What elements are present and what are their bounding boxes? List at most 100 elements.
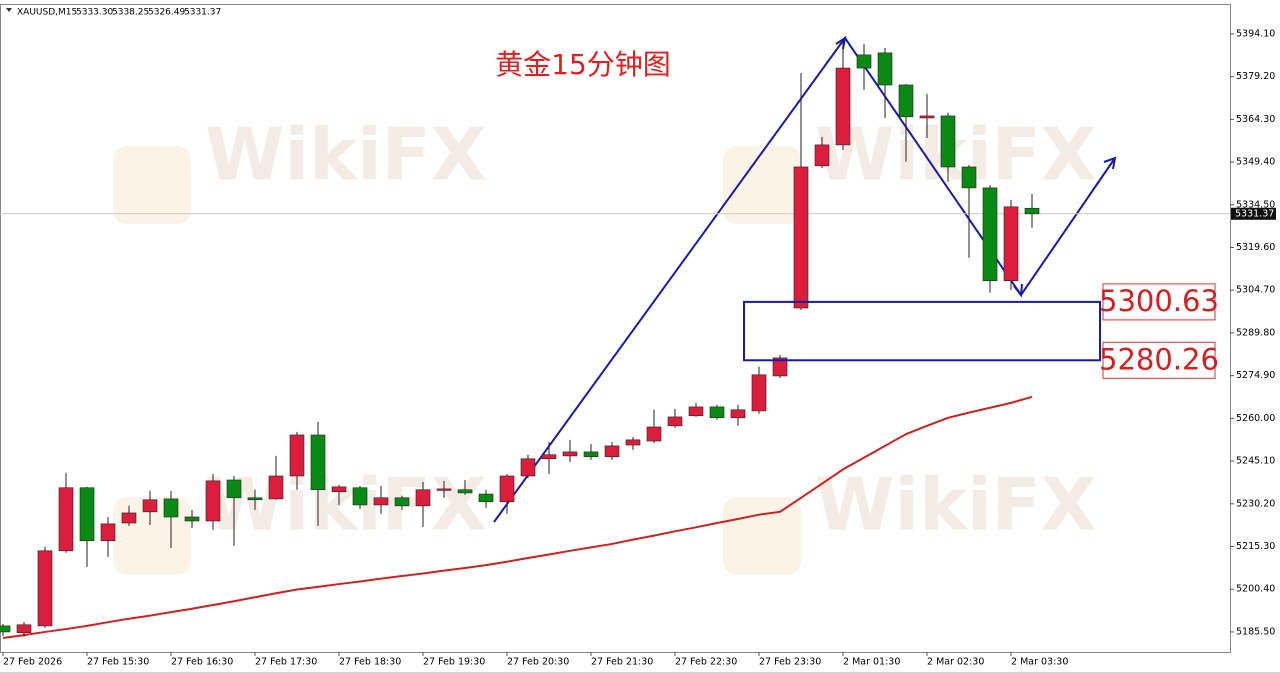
- candle-body: [436, 488, 452, 491]
- last-price-tag: [1231, 207, 1276, 220]
- candle-body: [625, 439, 641, 446]
- candle-body: [0, 625, 11, 633]
- y-tick-label: 5349.40: [1236, 157, 1275, 168]
- candle-body: [352, 487, 368, 506]
- candle-body: [163, 498, 179, 518]
- candle-body: [394, 497, 410, 507]
- x-tick-label: 2 Mar 02:30: [927, 657, 984, 668]
- x-tick-label: 27 Feb 20:30: [507, 657, 569, 668]
- candle-body: [562, 451, 578, 457]
- candle-body: [793, 166, 809, 309]
- candle-body: [688, 406, 704, 417]
- x-tick-label: 27 Feb 21:30: [591, 657, 653, 668]
- candle-body: [772, 357, 788, 377]
- watermark-logo: [723, 497, 801, 575]
- watermarks: WikiFX WikiFX WikiFX WikiFX: [113, 113, 1096, 575]
- support-zone: [743, 300, 1101, 362]
- y-tick-label: 5364.30: [1236, 114, 1275, 125]
- candle-body: [667, 416, 683, 427]
- header-high: 5338.25: [112, 8, 149, 18]
- arrow-path: [493, 36, 1116, 523]
- x-tick-label: 27 Feb 17:30: [255, 657, 317, 668]
- candle-body: [16, 624, 32, 634]
- plot-frame: [0, 4, 1231, 653]
- candle-body: [982, 187, 998, 282]
- x-tick-label: 2 Mar 01:30: [843, 657, 900, 668]
- watermark: WikiFX: [205, 463, 486, 547]
- candle-body: [877, 52, 893, 86]
- menu-icon[interactable]: [6, 8, 12, 12]
- candle-body: [121, 512, 137, 524]
- candle-body: [142, 499, 158, 513]
- x-tick-label: 27 Feb 16:30: [171, 657, 233, 668]
- candle-body: [100, 523, 116, 542]
- watermark: WikiFX: [815, 463, 1096, 547]
- x-tick-label: 27 Feb 19:30: [423, 657, 485, 668]
- arrow-head: [1103, 156, 1117, 170]
- zone-label: 5300.63: [1099, 284, 1219, 318]
- y-tick-label: 5379.20: [1236, 71, 1275, 82]
- candle-body: [247, 497, 263, 501]
- y-tick-label: 5185.50: [1236, 626, 1275, 637]
- watermark-logo: [113, 146, 191, 224]
- candle-body: [226, 479, 242, 499]
- candle-body: [37, 550, 53, 627]
- chart-title: 黄金15分钟图: [495, 48, 671, 81]
- watermark: WikiFX: [815, 113, 1096, 197]
- candle-body: [856, 54, 872, 69]
- candle-body: [331, 486, 347, 493]
- y-tick-label: 5394.10: [1236, 28, 1275, 39]
- x-tick-label: 27 Feb 18:30: [339, 657, 401, 668]
- plot-layer: 5185.50 5200.40 5215.30 5230.20 5245.10 5260.…: [0, 28, 1276, 668]
- candle-body: [478, 493, 494, 503]
- candle-body: [646, 426, 662, 442]
- candle-body: [541, 454, 557, 460]
- x-tick-label: 2 Mar 03:30: [1011, 657, 1068, 668]
- candle-body: [709, 406, 725, 419]
- candle-body: [751, 374, 767, 412]
- zone-label-box: [1102, 341, 1216, 379]
- x-tick-label: 27 Feb 2026: [3, 657, 62, 668]
- candle-body: [814, 144, 830, 167]
- candle-body: [310, 434, 326, 491]
- header-close: 5331.37: [184, 8, 221, 18]
- candle-body: [1024, 207, 1040, 215]
- candle-body: [583, 451, 599, 458]
- candle-body: [373, 497, 389, 506]
- x-tick-label: 27 Feb 22:30: [675, 657, 737, 668]
- zone-label-box: [1102, 283, 1216, 321]
- arrow-head: [835, 35, 847, 50]
- candle-body: [289, 434, 305, 477]
- y-tick-label: 5319.60: [1236, 242, 1275, 253]
- candle-body: [205, 480, 221, 522]
- candle-body: [898, 84, 914, 118]
- y-tick-label: 5304.70: [1236, 285, 1275, 296]
- candle-body: [268, 475, 284, 500]
- watermark-logo: [723, 146, 801, 224]
- candle-body: [58, 487, 74, 552]
- watermark: WikiFX: [205, 113, 486, 197]
- y-tick-label: 5260.00: [1236, 413, 1275, 424]
- x-tick-label: 27 Feb 15:30: [87, 657, 149, 668]
- candle-body: [919, 115, 935, 119]
- y-tick-label: 5274.90: [1236, 370, 1275, 381]
- y-tick-label: 5245.10: [1236, 456, 1275, 467]
- trend-arrows: [493, 35, 1117, 523]
- header-open: 5333.30: [76, 8, 113, 18]
- y-tick-label: 5334.50: [1236, 199, 1275, 210]
- candle-body: [520, 458, 536, 477]
- candle-body: [79, 487, 95, 542]
- candle-body: [604, 445, 620, 458]
- y-tick-label: 5200.40: [1236, 584, 1275, 595]
- symbol: XAUUSD,M15: [17, 8, 77, 18]
- last-price-label: 5331.37: [1235, 208, 1274, 219]
- y-tick-label: 5230.20: [1236, 498, 1275, 509]
- x-tick-label: 27 Feb 23:30: [759, 657, 821, 668]
- header-low: 5326.49: [148, 8, 185, 18]
- candle-body: [961, 166, 977, 189]
- candle-body: [1003, 206, 1019, 282]
- candle-body: [457, 489, 473, 494]
- candle-body: [499, 475, 515, 503]
